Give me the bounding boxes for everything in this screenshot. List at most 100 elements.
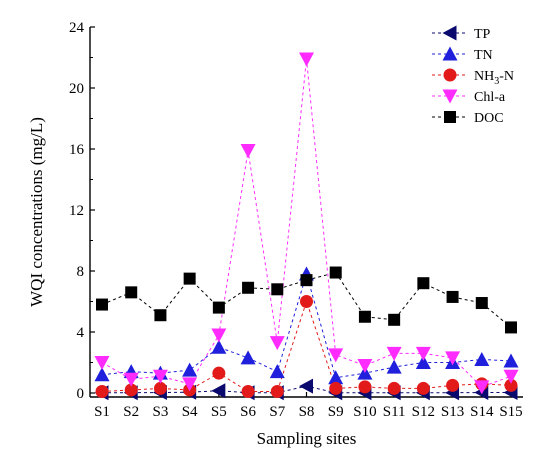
x-tick-label: S6	[240, 404, 256, 420]
y-tick-label: 8	[77, 264, 85, 280]
series-line-chl-a	[101, 58, 512, 388]
plot-area	[94, 52, 519, 401]
data-point-doc	[388, 313, 401, 326]
legend-item-chl-a: Chl-a	[432, 89, 506, 105]
data-point-tn	[415, 355, 431, 369]
data-point-doc	[154, 309, 167, 322]
x-tick-label: S1	[94, 404, 110, 420]
data-point-tn	[503, 353, 519, 368]
data-point-nh3-n	[153, 381, 167, 395]
legend-label: DOC	[474, 111, 504, 126]
y-tick-label: 12	[69, 203, 84, 219]
x-tick-label: S7	[269, 404, 285, 420]
data-point-tn	[328, 370, 344, 385]
legend-label: TN	[474, 48, 493, 63]
legend-item-doc: DOC	[432, 111, 504, 126]
data-point-chl-a	[503, 369, 519, 384]
data-point-doc	[475, 297, 488, 310]
data-point-doc	[417, 277, 430, 290]
data-point-chl-a	[182, 377, 198, 392]
x-tick-label: S14	[470, 404, 494, 420]
data-point-doc	[125, 286, 138, 299]
data-point-doc	[358, 310, 371, 323]
y-tick-label: 0	[77, 386, 85, 402]
legend-label: TP	[474, 27, 491, 42]
data-point-doc	[329, 266, 342, 279]
data-point-nh3-n	[446, 378, 460, 392]
legend-marker-tp	[442, 25, 457, 41]
y-tick-label: 4	[77, 325, 85, 341]
data-point-tn	[240, 350, 256, 365]
data-point-tn	[474, 351, 490, 366]
data-point-chl-a	[474, 380, 490, 395]
data-point-tn	[94, 367, 110, 382]
data-point-chl-a	[299, 52, 314, 67]
y-axis-label: WQI concentrations (mg/L)	[27, 117, 46, 307]
data-point-chl-a	[328, 348, 344, 363]
legend-marker-tn	[442, 46, 458, 61]
data-point-nh3-n	[416, 381, 430, 395]
data-point-nh3-n	[241, 384, 255, 398]
data-point-tp	[299, 378, 313, 394]
legend-marker-doc	[444, 111, 456, 123]
data-point-chl-a	[415, 346, 431, 361]
data-point-doc	[446, 290, 459, 303]
x-tick-label: S8	[299, 404, 315, 420]
data-point-tp	[211, 383, 226, 399]
data-point-chl-a	[240, 144, 256, 159]
x-tick-label: S15	[499, 404, 522, 420]
data-point-nh3-n	[95, 384, 109, 398]
legend-item-nh3-n: NH3-N	[432, 68, 514, 87]
data-point-nh3-n	[504, 378, 518, 392]
data-point-doc	[505, 321, 517, 334]
data-point-doc	[212, 301, 225, 314]
data-point-nh3-n	[124, 383, 138, 397]
y-tick-label: 16	[69, 142, 85, 158]
data-point-nh3-n	[300, 295, 313, 308]
data-point-doc	[271, 283, 284, 296]
legend-label: Chl-a	[474, 90, 506, 105]
x-axis-label: Sampling sites	[257, 429, 357, 448]
legend-item-tp: TP	[432, 25, 491, 42]
data-point-doc	[183, 272, 196, 285]
x-tick-label: S9	[328, 404, 344, 420]
x-tick-label: S11	[383, 404, 406, 420]
series-line-doc	[101, 271, 512, 328]
data-point-chl-a	[123, 372, 139, 387]
data-point-chl-a	[269, 336, 285, 351]
data-point-doc	[300, 274, 313, 287]
data-point-nh3-n	[270, 384, 284, 398]
data-point-chl-a	[211, 328, 227, 343]
x-tick-label: S2	[123, 404, 139, 420]
x-tick-label: S13	[441, 404, 464, 420]
data-point-tn	[182, 362, 198, 377]
data-point-nh3-n	[329, 381, 343, 395]
data-point-doc	[242, 281, 255, 294]
series-line-nh3-n	[101, 299, 512, 392]
data-point-nh3-n	[358, 380, 372, 394]
legend-marker-chl-a	[442, 89, 458, 104]
data-point-nh3-n	[387, 381, 401, 395]
x-tick-label: S10	[353, 404, 376, 420]
data-point-doc	[96, 298, 108, 311]
y-tick-label: 20	[69, 81, 84, 97]
data-point-tn	[211, 339, 227, 354]
data-point-chl-a	[94, 356, 110, 370]
x-tick-label: S12	[412, 404, 435, 420]
x-tick-label: S4	[182, 404, 198, 420]
data-point-chl-a	[445, 351, 461, 366]
data-point-tn	[386, 359, 402, 374]
data-point-chl-a	[357, 359, 373, 374]
y-tick-label: 24	[69, 20, 85, 36]
x-tick-label: S3	[153, 404, 169, 420]
data-point-nh3-n	[212, 366, 226, 380]
legend-marker-nh3-n	[443, 68, 457, 82]
data-point-chl-a	[386, 346, 402, 361]
x-tick-label: S5	[211, 404, 227, 420]
legend: TP TN NH3-N Chl-a DOC	[432, 25, 514, 126]
legend-label: NH3-N	[474, 69, 514, 87]
legend-item-tn: TN	[432, 46, 493, 63]
data-point-chl-a	[152, 369, 168, 384]
data-point-tn	[269, 364, 285, 379]
